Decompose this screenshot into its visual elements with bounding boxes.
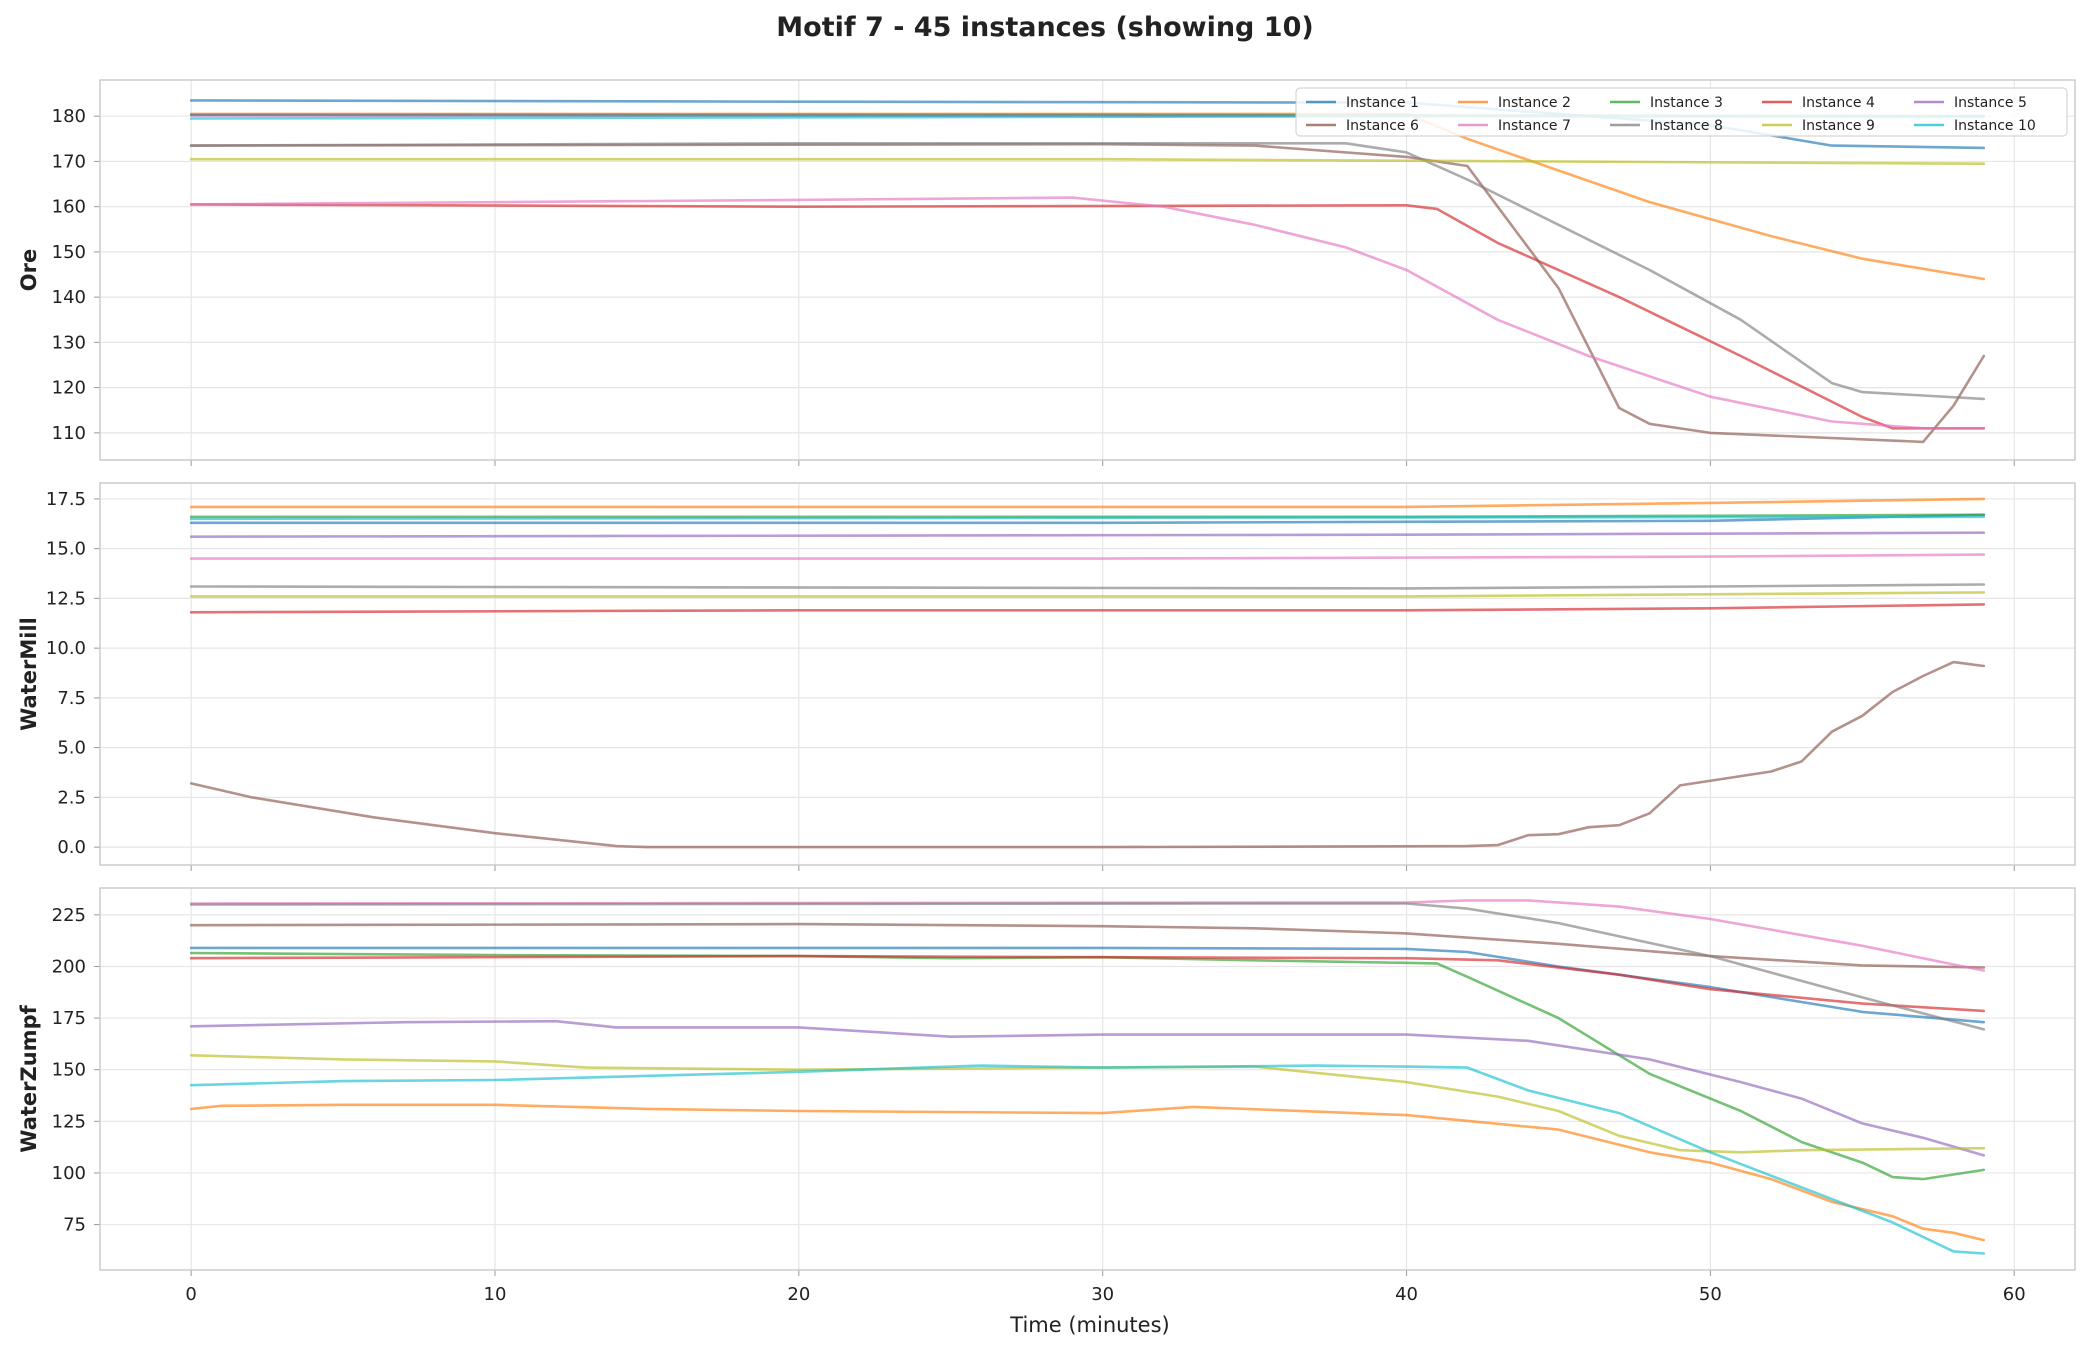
y-tick-label: 125 bbox=[52, 1111, 86, 1132]
y-tick-label: 0.0 bbox=[57, 837, 86, 858]
series-line-instance-4 bbox=[189, 603, 1986, 614]
y-tick-label: 2.5 bbox=[57, 787, 86, 808]
panels-group: 110 120 130 140 150 160 170 180 Ore 0.0 2.5 5.0 7.5 1… bbox=[17, 79, 2076, 1305]
series-lines bbox=[189, 497, 1986, 849]
series-line-instance-4 bbox=[189, 954, 1986, 1013]
y-tick-label: 110 bbox=[52, 423, 86, 444]
legend-label: Instance 5 bbox=[1954, 95, 2027, 111]
series-line-instance-4 bbox=[189, 203, 1986, 430]
series-line-instance-8 bbox=[189, 583, 1986, 590]
series-line-instance-10 bbox=[189, 515, 1986, 521]
legend-label: Instance 3 bbox=[1650, 95, 1723, 111]
panel-3: 0 10 20 30 40 50 60 75 100 125 150 175 200 225 WaterZu… bbox=[17, 887, 2076, 1305]
series-line-instance-9 bbox=[189, 591, 1986, 598]
y-tick-label: 17.5 bbox=[46, 489, 86, 510]
y-tick-label: 140 bbox=[52, 287, 86, 308]
series-line-instance-8 bbox=[189, 902, 1986, 1031]
y-tick-label: 200 bbox=[52, 956, 86, 977]
y-tick-label: 150 bbox=[52, 1060, 86, 1081]
legend-label: Instance 7 bbox=[1498, 118, 1571, 134]
y-tick-label: 150 bbox=[52, 242, 86, 263]
y-axis-label: WaterZumpf bbox=[17, 1004, 41, 1152]
series-line-instance-5 bbox=[189, 531, 1986, 538]
series-line-instance-9 bbox=[189, 1054, 1986, 1154]
x-tick-label: 40 bbox=[1395, 1284, 1418, 1305]
panel-2: 0.0 2.5 5.0 7.5 10.0 12.5 15.0 17.5 WaterMill bbox=[17, 482, 2076, 871]
legend-box bbox=[1295, 87, 2068, 137]
y-tick-label: 160 bbox=[52, 197, 86, 218]
legend-label: Instance 9 bbox=[1802, 118, 1875, 134]
legend-label: Instance 2 bbox=[1498, 95, 1571, 111]
panel-frame bbox=[99, 887, 2076, 1271]
series-line-instance-7 bbox=[189, 553, 1986, 560]
series-line-instance-6 bbox=[189, 922, 1986, 969]
series-line-instance-1 bbox=[189, 946, 1986, 1024]
y-tick-label: 120 bbox=[52, 378, 86, 399]
y-tick-label: 7.5 bbox=[57, 688, 86, 709]
series-line-instance-8 bbox=[189, 142, 1986, 401]
y-tick-label: 175 bbox=[52, 1008, 86, 1029]
series-line-instance-2 bbox=[189, 497, 1986, 509]
panel-1: 110 120 130 140 150 160 170 180 Ore bbox=[17, 79, 2076, 466]
series-line-instance-6 bbox=[189, 660, 1986, 849]
y-tick-label: 10.0 bbox=[46, 638, 86, 659]
x-tick-label: 20 bbox=[787, 1284, 810, 1305]
chart-title: Motif 7 - 45 instances (showing 10) bbox=[776, 12, 1313, 43]
series-line-instance-7 bbox=[189, 196, 1986, 430]
y-tick-label: 180 bbox=[52, 106, 86, 127]
x-tick-label: 0 bbox=[185, 1284, 196, 1305]
y-tick-label: 170 bbox=[52, 151, 86, 172]
panel-frame bbox=[99, 482, 2076, 866]
series-line-instance-9 bbox=[189, 157, 1986, 165]
series-line-instance-7 bbox=[189, 899, 1986, 972]
x-tick-label: 60 bbox=[2003, 1284, 2026, 1305]
x-tick-label: 30 bbox=[1091, 1284, 1114, 1305]
series-line-instance-5 bbox=[189, 1019, 1986, 1157]
panel-frame bbox=[99, 79, 2076, 461]
series-line-instance-6 bbox=[189, 142, 1986, 444]
legend-label: Instance 1 bbox=[1346, 95, 1419, 111]
legend: Instance 1 Instance 2 Instance 3 Instance 4… bbox=[1295, 87, 2068, 137]
y-tick-label: 15.0 bbox=[46, 539, 86, 560]
y-tick-label: 225 bbox=[52, 905, 86, 926]
series-line-instance-10 bbox=[189, 1064, 1986, 1255]
y-tick-label: 5.0 bbox=[57, 738, 86, 759]
legend-label: Instance 10 bbox=[1954, 118, 2036, 134]
y-axis-label: WaterMill bbox=[17, 617, 41, 731]
legend-label: Instance 4 bbox=[1802, 95, 1875, 111]
y-tick-label: 130 bbox=[52, 332, 86, 353]
y-axis-label: Ore bbox=[17, 249, 41, 291]
y-tick-label: 100 bbox=[52, 1163, 86, 1184]
series-line-instance-2 bbox=[189, 112, 1986, 281]
x-tick-label: 10 bbox=[484, 1284, 507, 1305]
y-tick-label: 75 bbox=[63, 1215, 86, 1236]
legend-label: Instance 8 bbox=[1650, 118, 1723, 134]
series-lines bbox=[189, 899, 1986, 1255]
series-line-instance-2 bbox=[189, 1103, 1986, 1242]
x-tick-label: 50 bbox=[1699, 1284, 1722, 1305]
series-lines bbox=[189, 99, 1986, 444]
legend-label: Instance 6 bbox=[1346, 118, 1419, 134]
y-tick-label: 12.5 bbox=[46, 588, 86, 609]
x-axis-label: Time (minutes) bbox=[1009, 1313, 1169, 1337]
